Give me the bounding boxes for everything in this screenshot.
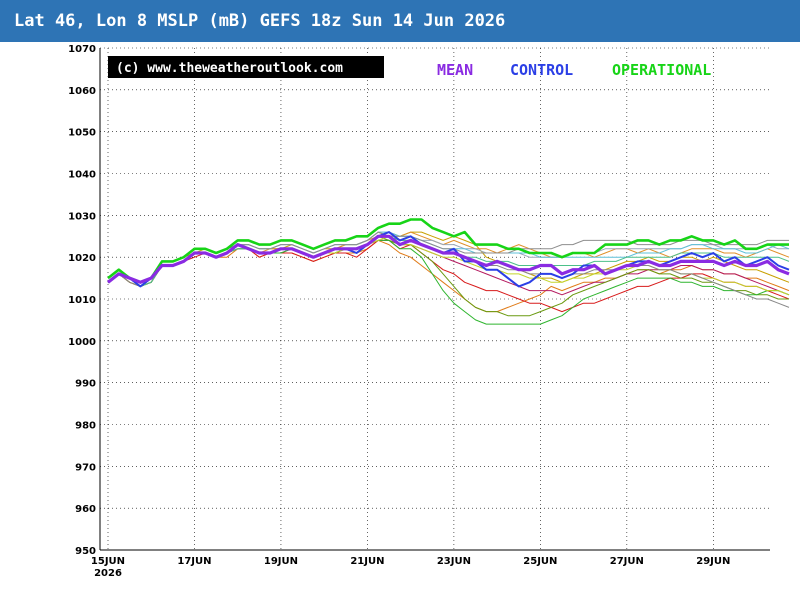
x-tick-label: 15JUN — [91, 556, 125, 567]
y-tick-label: 970 — [75, 462, 96, 473]
legend-operational: OPERATIONAL — [612, 61, 711, 79]
x-tick-label: 27JUN — [610, 556, 644, 567]
legend-mean: MEAN — [437, 61, 473, 79]
y-tick-label: 1040 — [68, 170, 96, 181]
x-tick-sublabel: 2026 — [94, 568, 122, 579]
y-tick-label: 950 — [75, 546, 96, 557]
axes: 950 960 970 980 990 1000 1010 1020 1030 1040 1050 1… — [68, 44, 770, 579]
plot-area — [100, 48, 770, 550]
y-tick-label: 1070 — [68, 44, 96, 55]
series-layer — [107, 218, 790, 325]
y-tick-label: 1020 — [68, 253, 96, 264]
x-tick-label: 17JUN — [177, 556, 211, 567]
y-tick-label: 1060 — [68, 86, 96, 97]
copyright-text: (c) www.theweatheroutlook.com — [116, 61, 343, 76]
x-tick-label: 21JUN — [350, 556, 384, 567]
y-tick-label: 1050 — [68, 128, 96, 139]
x-tick-label: 29JUN — [696, 556, 730, 567]
y-tick-label: 1000 — [68, 337, 96, 348]
series-line-operational — [107, 218, 789, 284]
series-line-member — [107, 239, 790, 313]
y-tick-label: 960 — [75, 504, 96, 515]
chart-title: Lat 46, Lon 8 MSLP (mB) GEFS 18z Sun 14 … — [0, 0, 800, 42]
legend-control: CONTROL — [510, 61, 573, 79]
legend: (c) www.theweatheroutlook.com MEAN CONTROL… — [108, 56, 711, 79]
y-tick-label: 1030 — [68, 211, 96, 222]
x-tick-label: 19JUN — [264, 556, 298, 567]
y-tick-label: 1010 — [68, 295, 96, 306]
y-tick-label: 980 — [75, 421, 96, 432]
series-line-mean — [107, 234, 790, 284]
copyright-box — [108, 56, 384, 78]
y-tick-label: 990 — [75, 379, 96, 390]
x-tick-label: 23JUN — [437, 556, 471, 567]
x-tick-label: 25JUN — [523, 556, 557, 567]
